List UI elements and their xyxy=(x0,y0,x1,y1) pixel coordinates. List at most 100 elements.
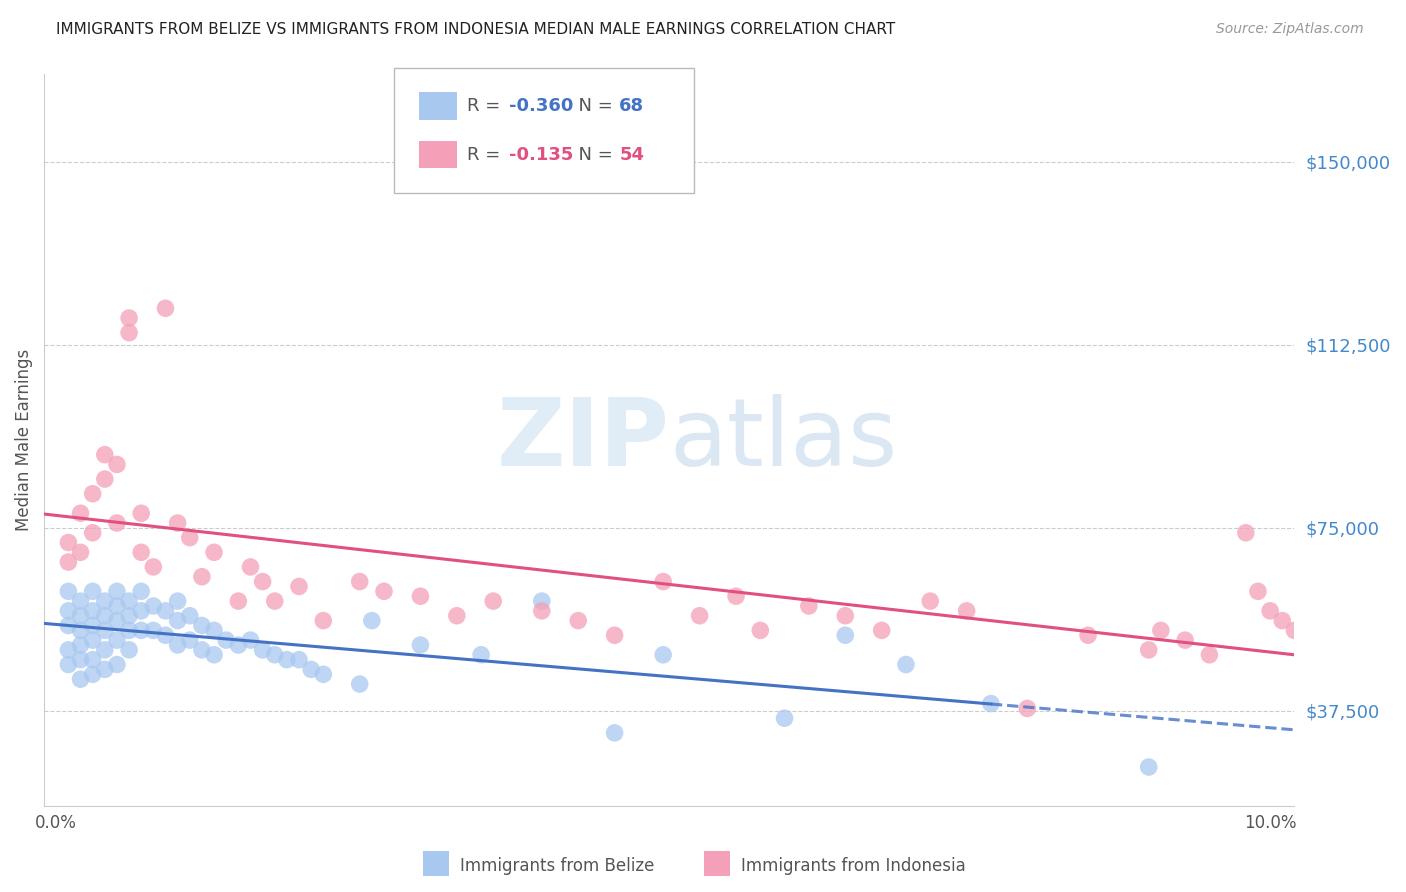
Point xyxy=(567,614,589,628)
Point xyxy=(118,624,141,638)
Bar xyxy=(419,141,457,169)
Point xyxy=(155,604,177,618)
Point xyxy=(82,584,104,599)
Point xyxy=(82,487,104,501)
Point xyxy=(58,555,80,569)
Point xyxy=(530,604,553,618)
Point xyxy=(1137,760,1160,774)
Point xyxy=(118,643,141,657)
Text: -0.360: -0.360 xyxy=(509,97,574,115)
Point xyxy=(155,628,177,642)
Point xyxy=(166,638,188,652)
Text: R =: R = xyxy=(467,145,506,163)
Point xyxy=(202,624,225,638)
Point xyxy=(1198,648,1220,662)
Text: ZIP: ZIP xyxy=(496,394,669,486)
Point xyxy=(530,594,553,608)
Text: -0.135: -0.135 xyxy=(509,145,574,163)
Point xyxy=(191,570,214,584)
Point xyxy=(179,633,201,648)
Point xyxy=(118,311,141,326)
Point xyxy=(349,677,371,691)
Text: Immigrants from Belize: Immigrants from Belize xyxy=(460,857,654,875)
Point xyxy=(652,648,675,662)
Point xyxy=(105,657,128,672)
Point xyxy=(1174,633,1197,648)
Point xyxy=(105,633,128,648)
Point xyxy=(202,648,225,662)
Point xyxy=(980,697,1002,711)
Point xyxy=(179,608,201,623)
Point xyxy=(724,589,747,603)
Point xyxy=(69,624,91,638)
Point xyxy=(129,545,152,559)
Point xyxy=(894,657,917,672)
Point xyxy=(252,574,274,589)
Point xyxy=(118,326,141,340)
Point xyxy=(409,638,432,652)
Point xyxy=(105,614,128,628)
Point xyxy=(94,643,117,657)
Point xyxy=(920,594,942,608)
Point xyxy=(834,608,856,623)
Point xyxy=(69,594,91,608)
Point xyxy=(69,638,91,652)
Point xyxy=(1077,628,1099,642)
Point xyxy=(69,545,91,559)
Text: N =: N = xyxy=(567,145,619,163)
Point xyxy=(239,560,262,574)
Point xyxy=(749,624,772,638)
Point xyxy=(155,301,177,316)
Point xyxy=(69,653,91,667)
Point xyxy=(191,643,214,657)
Point xyxy=(228,638,250,652)
Point xyxy=(94,662,117,676)
Point xyxy=(360,614,382,628)
Point xyxy=(470,648,492,662)
Point xyxy=(58,643,80,657)
Text: N =: N = xyxy=(567,97,619,115)
Point xyxy=(482,594,505,608)
Point xyxy=(373,584,395,599)
Point xyxy=(689,608,711,623)
Point xyxy=(1017,701,1039,715)
Point xyxy=(603,628,626,642)
Point xyxy=(94,594,117,608)
Point xyxy=(1271,614,1294,628)
Point xyxy=(69,506,91,520)
Point xyxy=(1284,624,1306,638)
Point xyxy=(58,604,80,618)
Point xyxy=(118,608,141,623)
Point xyxy=(1234,525,1257,540)
Point xyxy=(118,594,141,608)
Point xyxy=(58,618,80,632)
Point xyxy=(956,604,979,618)
Point xyxy=(215,633,238,648)
Text: IMMIGRANTS FROM BELIZE VS IMMIGRANTS FROM INDONESIA MEDIAN MALE EARNINGS CORRELA: IMMIGRANTS FROM BELIZE VS IMMIGRANTS FRO… xyxy=(56,22,896,37)
Point xyxy=(773,711,796,725)
Point xyxy=(94,608,117,623)
Point xyxy=(252,643,274,657)
Point xyxy=(179,531,201,545)
Point xyxy=(797,599,820,613)
Point xyxy=(142,599,165,613)
Text: Source: ZipAtlas.com: Source: ZipAtlas.com xyxy=(1216,22,1364,37)
Point xyxy=(349,574,371,589)
Point xyxy=(142,560,165,574)
Point xyxy=(94,472,117,486)
Bar xyxy=(419,92,457,120)
Point xyxy=(239,633,262,648)
Point xyxy=(1137,643,1160,657)
Text: 54: 54 xyxy=(619,145,644,163)
Point xyxy=(142,624,165,638)
Y-axis label: Median Male Earnings: Median Male Earnings xyxy=(15,349,32,531)
Point xyxy=(105,599,128,613)
Point xyxy=(191,618,214,632)
Point xyxy=(82,604,104,618)
Point xyxy=(58,584,80,599)
Point xyxy=(58,657,80,672)
Text: 68: 68 xyxy=(619,97,644,115)
Point xyxy=(105,516,128,530)
Point xyxy=(263,594,285,608)
Point xyxy=(166,594,188,608)
